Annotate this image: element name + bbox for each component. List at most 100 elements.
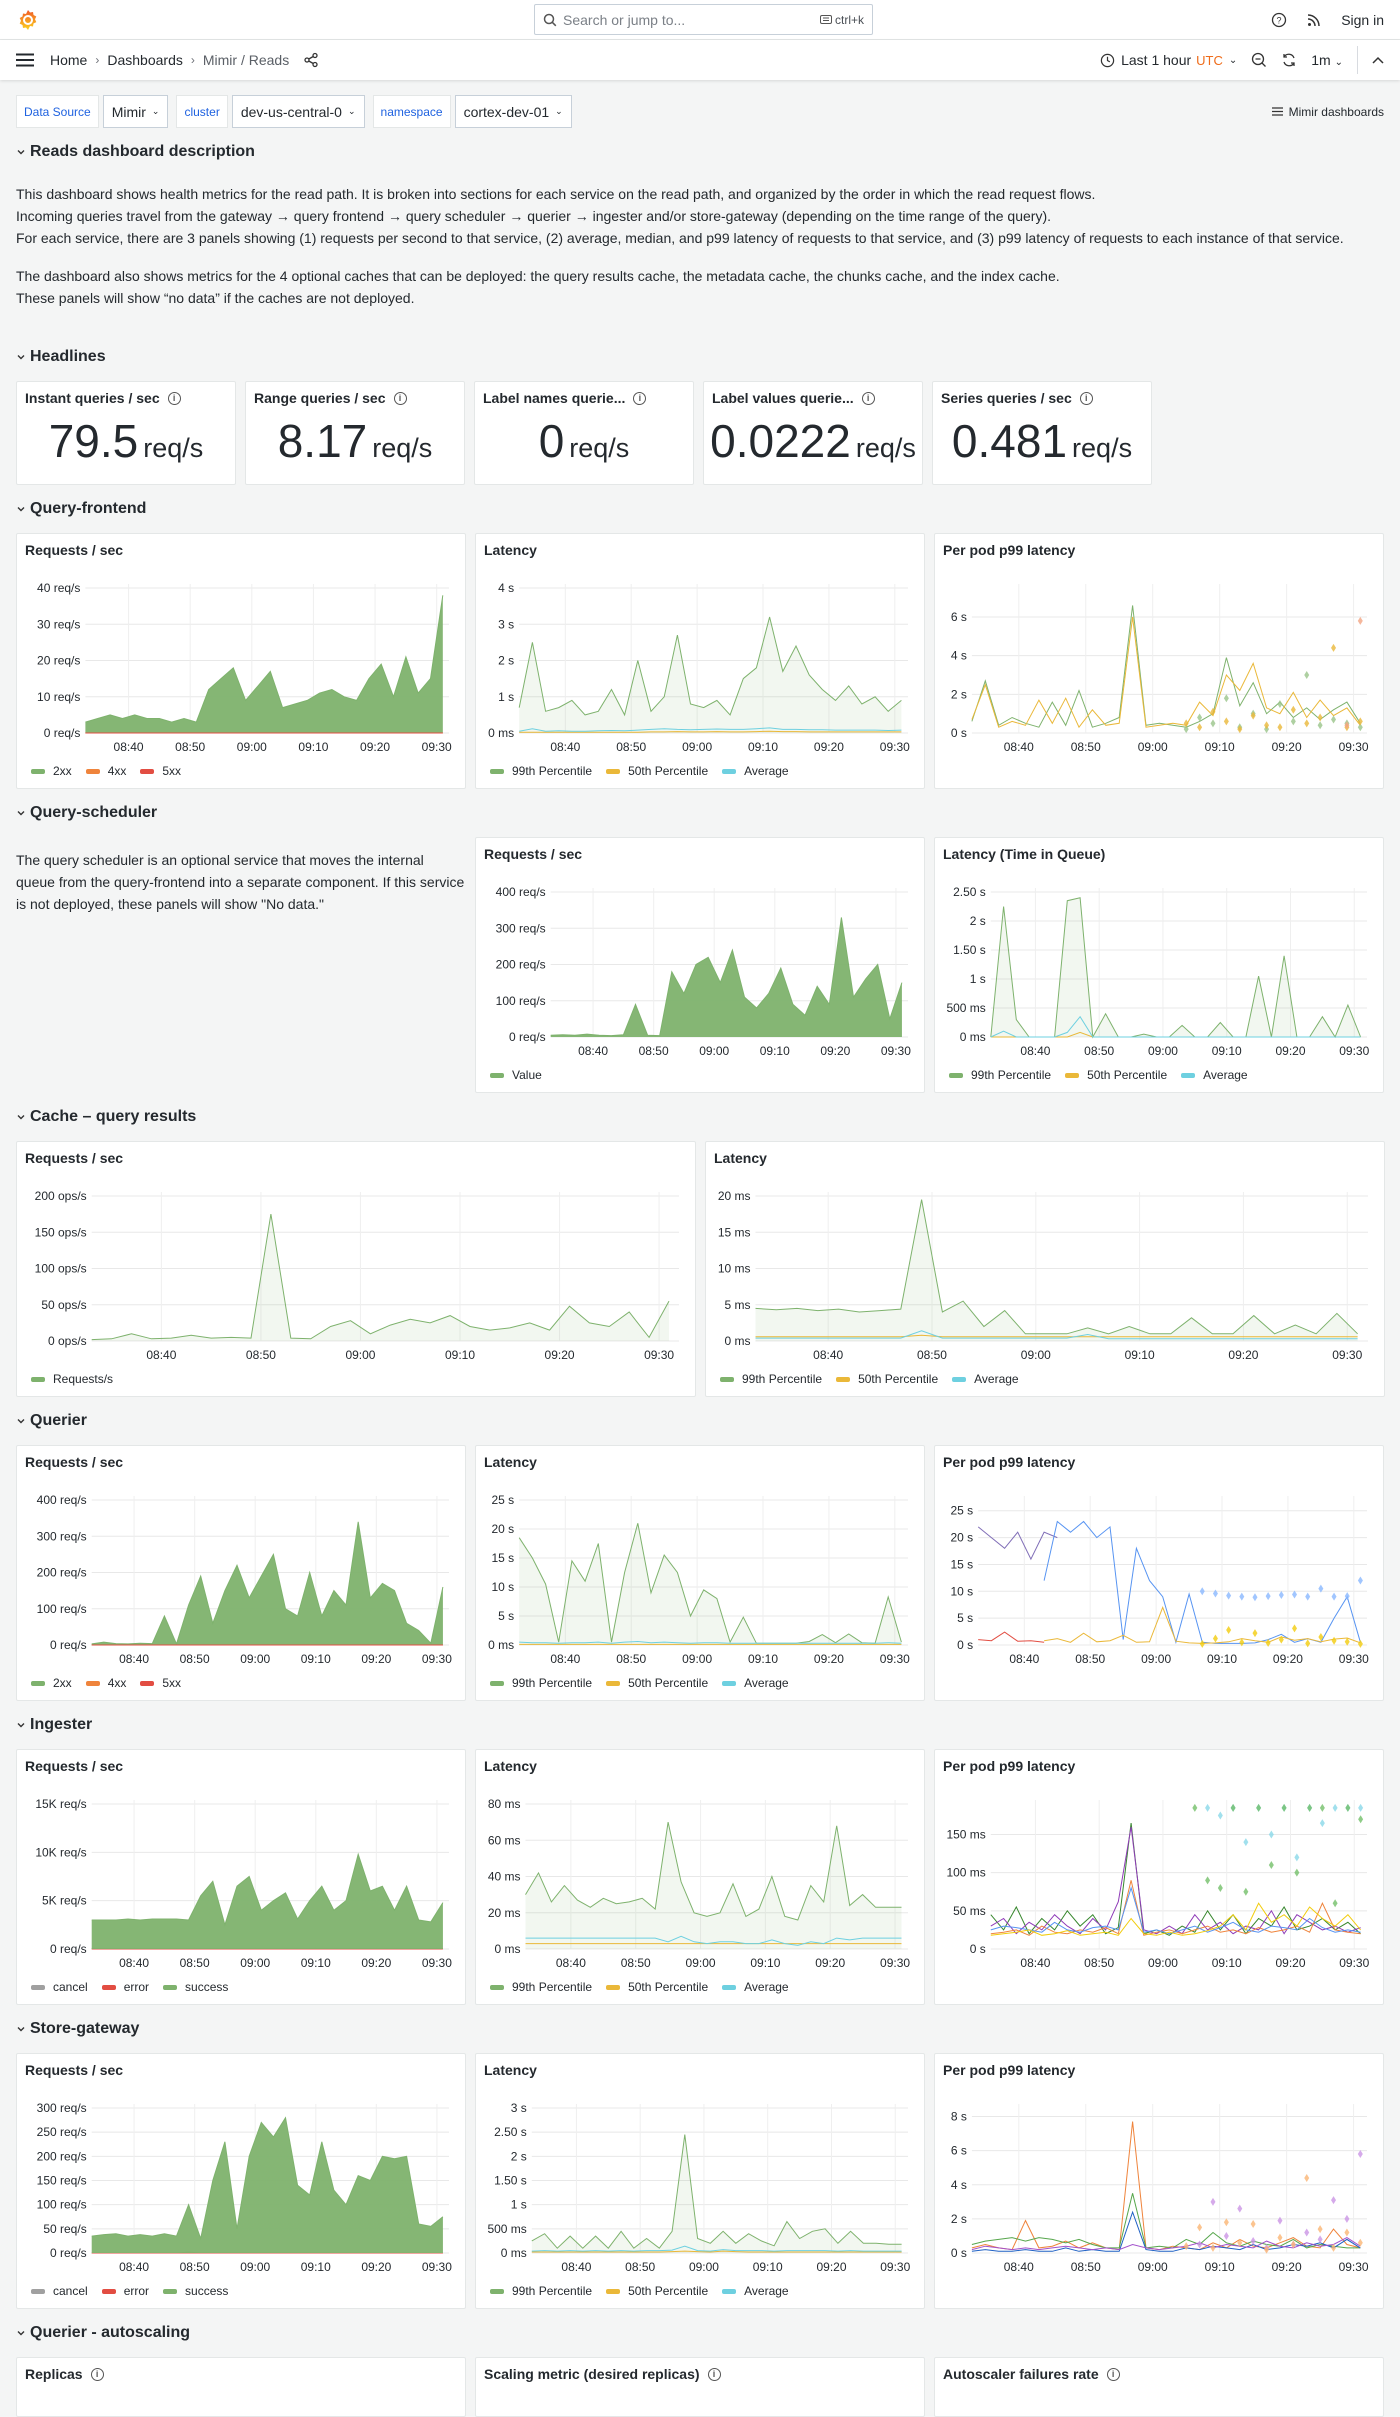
legend-item[interactable]: Requests/s	[31, 1372, 113, 1386]
series-line	[755, 1330, 1358, 1340]
search-input[interactable]: Search or jump to... ctrl+k	[534, 4, 873, 35]
legend-label: 99th Percentile	[971, 1068, 1052, 1082]
x-tick-label: 08:50	[625, 2260, 655, 2274]
panel-title: Latency	[484, 2062, 537, 2078]
legend-item[interactable]: 4xx	[85, 1676, 126, 1690]
sign-in-link[interactable]: Sign in	[1341, 12, 1384, 28]
zoom-out-icon[interactable]	[1251, 52, 1267, 68]
legend-item[interactable]: error	[101, 1980, 149, 1994]
legend-item[interactable]: 99th Percentile	[490, 1980, 592, 1994]
y-tick-label: 40 req/s	[37, 581, 80, 595]
stat-panel[interactable]: Label names querie... i 0 req/s	[474, 381, 694, 485]
panel-ingester-latency[interactable]: Latency 0 ms 20 ms 40 ms 60 ms 80 ms 08:40 08:5…	[475, 1749, 925, 2005]
panel-qs-latency[interactable]: Latency (Time in Queue) 0 ms 500 ms 1 s 1.50…	[934, 837, 1384, 1093]
cluster-select[interactable]: dev-us-central-0 ⌄	[231, 95, 365, 128]
panel-ingester-requests[interactable]: Requests / sec 0 req/s 5K req/s 10K req/s 15…	[16, 1749, 466, 2005]
chevron-down-icon	[17, 507, 25, 512]
legend-item[interactable]: 50th Percentile	[606, 2284, 708, 2298]
legend-item[interactable]: Value	[490, 1068, 542, 1082]
datasource-select[interactable]: Mimir ⌄	[102, 95, 169, 128]
legend-item[interactable]: 2xx	[31, 1676, 72, 1690]
panel-autoscaler-failures[interactable]: Autoscaler failures rate i	[934, 2357, 1384, 2417]
time-picker[interactable]: Last 1 hour UTC ⌄	[1100, 52, 1237, 68]
legend-item[interactable]: 99th Percentile	[490, 1676, 592, 1690]
legend-item[interactable]: 50th Percentile	[606, 1676, 708, 1690]
info-icon[interactable]: i	[167, 391, 181, 405]
legend-item[interactable]: cancel	[31, 1980, 88, 1994]
help-icon[interactable]: ?	[1271, 12, 1287, 28]
legend-item[interactable]: Average	[722, 1676, 789, 1690]
legend-item[interactable]: 5xx	[140, 764, 181, 778]
breadcrumb-home[interactable]: Home	[50, 52, 88, 68]
legend-item[interactable]: 99th Percentile	[720, 1372, 822, 1386]
legend-item[interactable]: cancel	[31, 2284, 88, 2298]
legend-item[interactable]: 5xx	[140, 1676, 181, 1690]
legend-item[interactable]: Average	[1181, 1068, 1248, 1082]
legend-item[interactable]: Average	[722, 1980, 789, 1994]
info-icon[interactable]: i	[707, 2367, 721, 2381]
stat-panel[interactable]: Instant queries / sec i 79.5 req/s	[16, 381, 236, 485]
menu-icon[interactable]	[16, 53, 34, 67]
info-icon[interactable]: i	[393, 391, 407, 405]
share-icon[interactable]	[303, 52, 319, 68]
panel-scaling-metric[interactable]: Scaling metric (desired replicas) i	[475, 2357, 925, 2417]
row-header-query-scheduler[interactable]: Query-scheduler	[16, 789, 1384, 837]
legend-item[interactable]: 50th Percentile	[606, 1980, 708, 1994]
legend-item[interactable]: error	[101, 2284, 149, 2298]
legend-item[interactable]: Average	[722, 764, 789, 778]
stat-panel[interactable]: Series queries / sec i 0.481 req/s	[932, 381, 1152, 485]
info-icon[interactable]: i	[1106, 2367, 1120, 2381]
info-icon[interactable]: i	[1079, 391, 1093, 405]
panel-querier-per-pod-latency[interactable]: Per pod p99 latency 0 s 5 s 10 s 15 s 20 s 25 …	[934, 1445, 1384, 1701]
legend-item[interactable]: success	[163, 2284, 228, 2298]
panel-querier-requests[interactable]: Requests / sec 0 req/s 100 req/s 200 req/s 3…	[16, 1445, 466, 1701]
legend-item[interactable]: success	[163, 1980, 228, 1994]
legend-item[interactable]: 99th Percentile	[490, 2284, 592, 2298]
legend-item[interactable]: 50th Percentile	[1065, 1068, 1167, 1082]
panel-cache-requests[interactable]: Requests / sec 0 ops/s 50 ops/s 100 ops/s 15…	[16, 1141, 696, 1397]
mimir-dashboards-link[interactable]: Mimir dashboards	[1271, 95, 1384, 128]
breadcrumb-dashboards[interactable]: Dashboards	[107, 52, 183, 68]
panel-ingester-per-pod-latency[interactable]: Per pod p99 latency 0 s 50 ms 100 ms 150 ms 0…	[934, 1749, 1384, 2005]
legend-item[interactable]: Average	[722, 2284, 789, 2298]
panel-querier-latency[interactable]: Latency 0 ms 5 s 10 s 15 s 20 s 25 s 08:40 08:50…	[475, 1445, 925, 1701]
panel-qf-per-pod-latency[interactable]: Per pod p99 latency 0 s 2 s 4 s 6 s 08:40 08:5…	[934, 533, 1384, 789]
row-header-querier-autoscaling[interactable]: Querier - autoscaling	[16, 2309, 1384, 2357]
panel-sg-requests[interactable]: Requests / sec 0 req/s 50 req/s 100 req/s 15…	[16, 2053, 466, 2309]
refresh-interval: 1m	[1311, 52, 1331, 68]
row-header-cache-query-results[interactable]: Cache – query results	[16, 1093, 1384, 1141]
info-icon[interactable]: i	[633, 391, 647, 405]
row-header-query-frontend[interactable]: Query-frontend	[16, 485, 1384, 533]
info-icon[interactable]: i	[861, 391, 875, 405]
info-icon[interactable]: i	[90, 2367, 104, 2381]
stat-panel[interactable]: Range queries / sec i 8.17 req/s	[245, 381, 465, 485]
legend-item[interactable]: 2xx	[31, 764, 72, 778]
panel-sg-latency[interactable]: Latency 0 ms 500 ms 1 s 1.50 s 2 s 2.50 s 3 s 08…	[475, 2053, 925, 2309]
x-tick-label: 09:10	[298, 740, 328, 754]
panel-qs-requests[interactable]: Requests / sec 0 req/s 100 req/s 200 req/s 3…	[475, 837, 925, 1093]
rss-icon[interactable]	[1307, 13, 1321, 27]
row-header-store-gateway[interactable]: Store-gateway	[16, 2005, 1384, 2053]
stat-panel[interactable]: Label values querie... i 0.0222 req/s	[703, 381, 923, 485]
panel-qf-latency[interactable]: Latency 0 ms 1 s 2 s 3 s 4 s 08:40 08:50 09:00 09…	[475, 533, 925, 789]
namespace-select[interactable]: cortex-dev-01 ⌄	[454, 95, 572, 128]
row-header-querier[interactable]: Querier	[16, 1397, 1384, 1445]
row-header-headlines[interactable]: Headlines	[16, 333, 1384, 381]
grafana-logo-icon[interactable]	[16, 8, 40, 32]
panel-replicas[interactable]: Replicas i	[16, 2357, 466, 2417]
panel-cache-latency[interactable]: Latency 0 ms 5 ms 10 ms 15 ms 20 ms 08:40 08:50…	[705, 1141, 1385, 1397]
legend-item[interactable]: Average	[952, 1372, 1019, 1386]
legend-item[interactable]: 50th Percentile	[836, 1372, 938, 1386]
chevron-up-icon[interactable]	[1372, 56, 1384, 64]
legend-item[interactable]: 4xx	[85, 764, 126, 778]
legend-item[interactable]: 99th Percentile	[490, 764, 592, 778]
refresh-interval-picker[interactable]: 1m ⌄	[1311, 52, 1343, 68]
series-line	[755, 1334, 1358, 1338]
legend-item[interactable]: 50th Percentile	[606, 764, 708, 778]
legend-item[interactable]: 99th Percentile	[949, 1068, 1051, 1082]
row-header-ingester[interactable]: Ingester	[16, 1701, 1384, 1749]
row-header-description[interactable]: Reads dashboard description	[16, 128, 1384, 176]
refresh-icon[interactable]	[1281, 52, 1297, 68]
panel-qf-requests[interactable]: Requests / sec 0 req/s 10 req/s 20 req/s 30 …	[16, 533, 466, 789]
